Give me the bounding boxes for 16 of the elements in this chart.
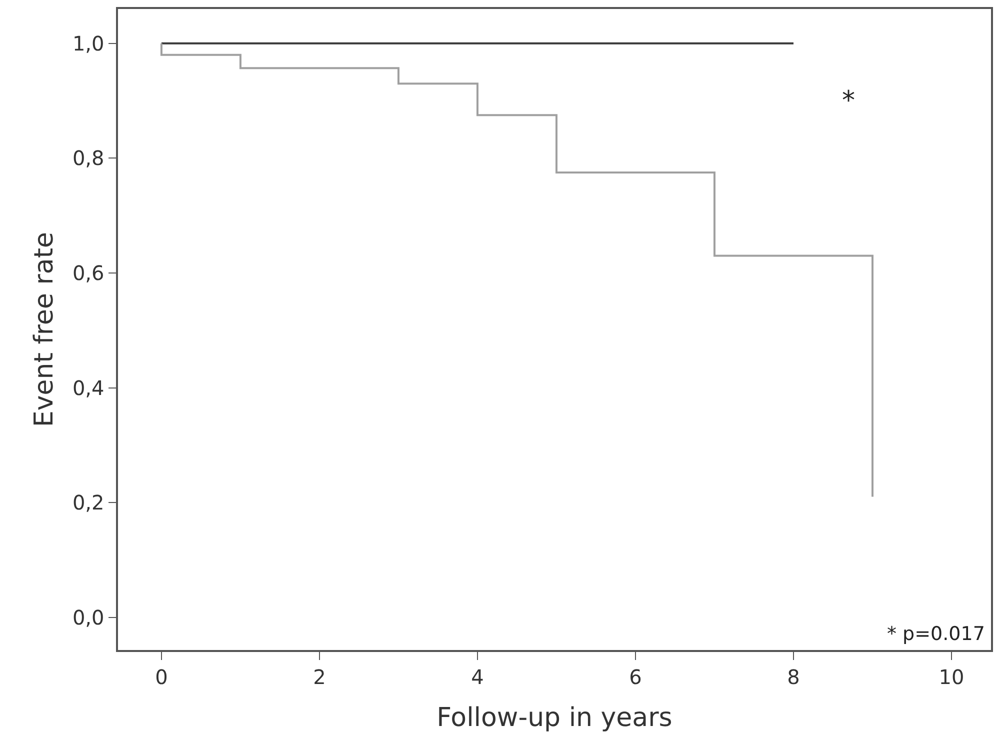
- y-tick-label: 0,0: [72, 605, 104, 630]
- x-axis-title: Follow-up in years: [436, 702, 672, 733]
- x-tick-label: 0: [155, 664, 168, 689]
- annotation: * p=0.017: [887, 623, 985, 645]
- x-tick-label: 2: [313, 664, 326, 689]
- x-tick-label: 4: [471, 664, 484, 689]
- x-tick-label: 6: [629, 664, 642, 689]
- y-tick-label: 0,8: [72, 146, 104, 170]
- x-tick-label: 8: [787, 664, 800, 689]
- y-axis-title: Event free rate: [29, 232, 60, 428]
- y-tick-label: 0,4: [72, 376, 104, 400]
- y-tick-label: 1,0: [72, 31, 104, 56]
- x-tick-label: 10: [938, 664, 964, 689]
- y-tick-label: 0,2: [72, 490, 104, 515]
- annotation: *: [842, 86, 855, 116]
- y-tick-label: 0,6: [72, 260, 104, 285]
